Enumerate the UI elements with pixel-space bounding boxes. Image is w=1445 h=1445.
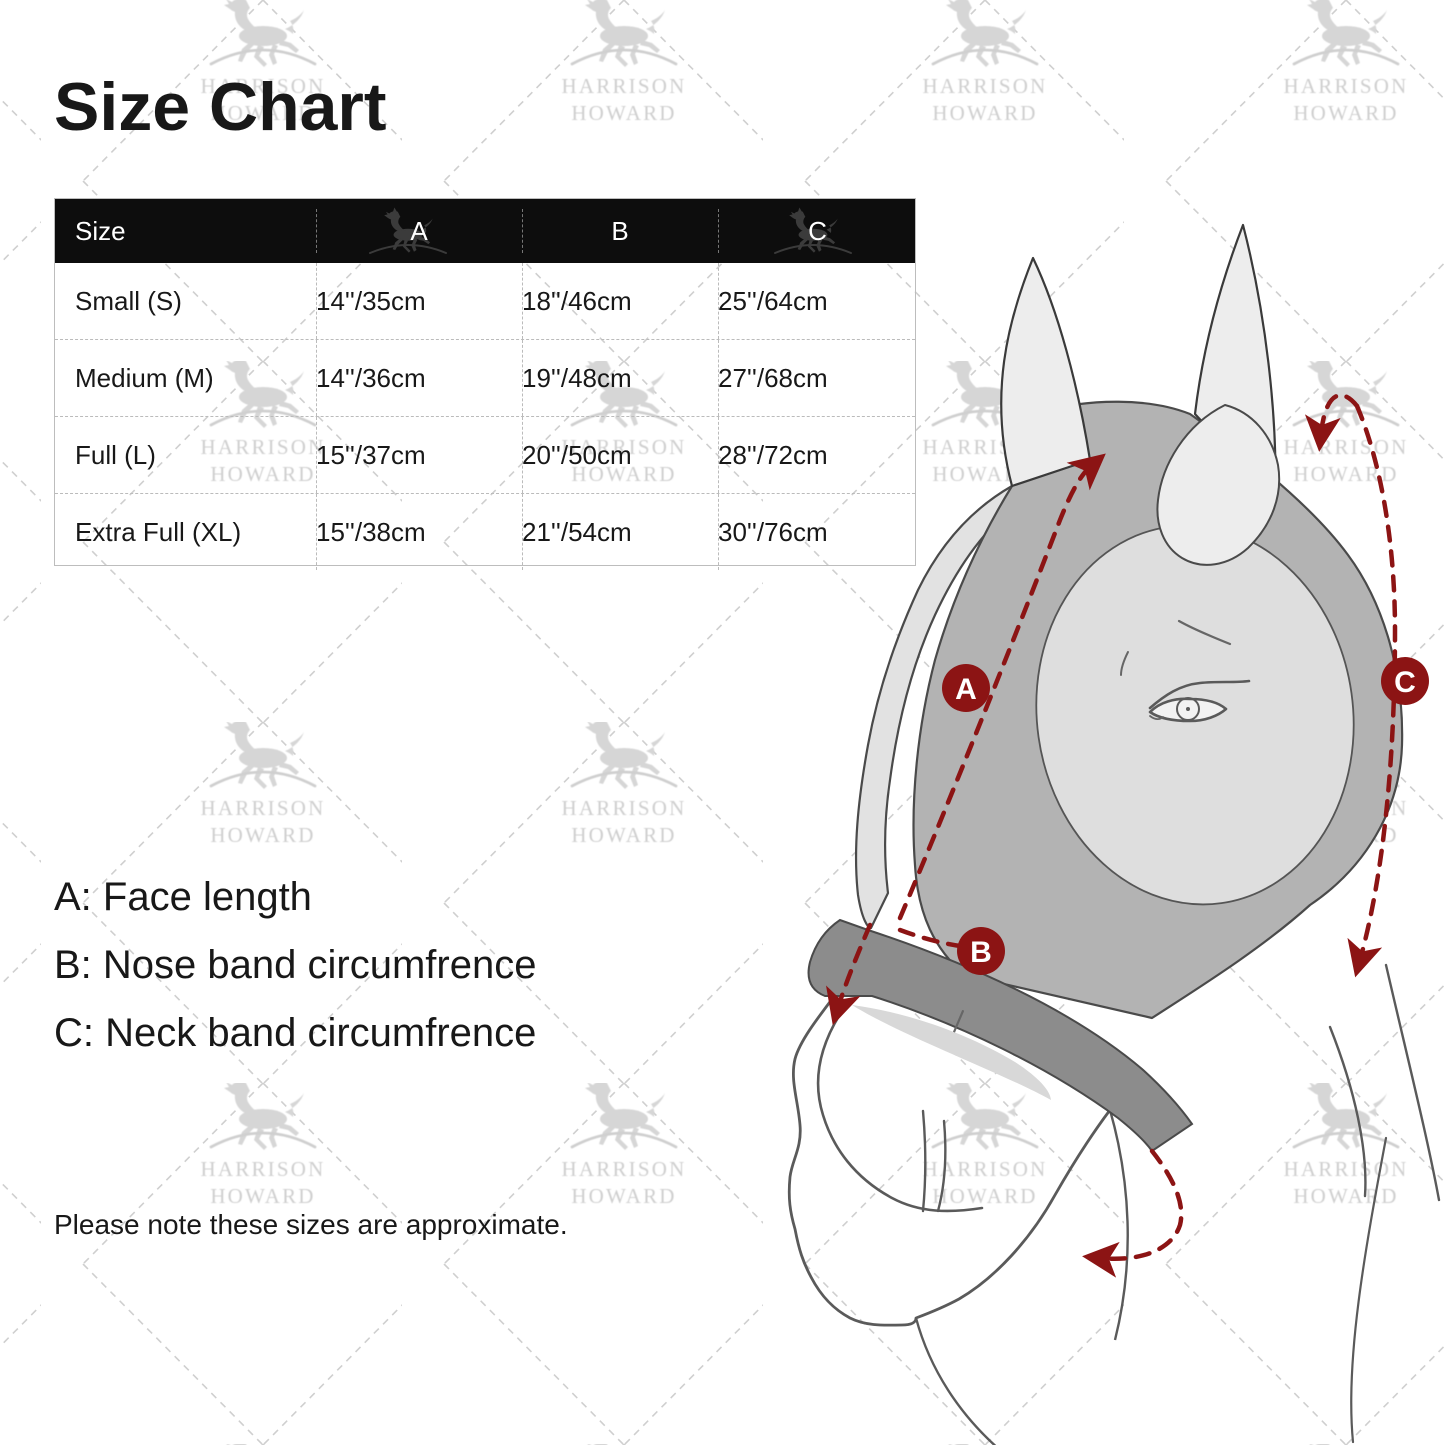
svg-text:A: A: [955, 673, 977, 706]
svg-text:B: B: [970, 936, 992, 969]
svg-text:C: C: [1394, 666, 1416, 699]
